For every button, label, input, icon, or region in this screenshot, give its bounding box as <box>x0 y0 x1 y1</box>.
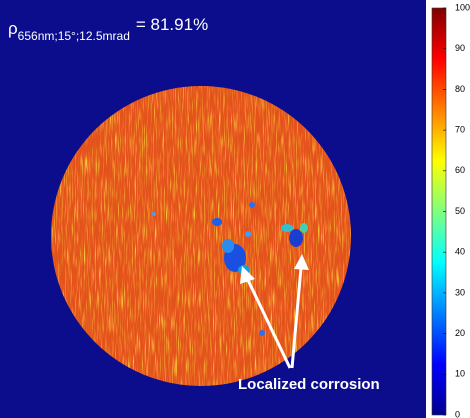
title-symbol: ρ <box>8 19 18 38</box>
corrosion-spots <box>152 202 308 336</box>
arrows <box>240 254 309 369</box>
title-text: = 81.91% <box>136 15 208 34</box>
colorbar-tick-label: 80 <box>455 84 465 94</box>
colorbar-tick-label: 10 <box>455 369 465 379</box>
disk-texture <box>51 86 351 386</box>
colorbar-tick-label: 20 <box>455 328 465 338</box>
colorbar-tick-label: 60 <box>455 165 465 175</box>
colorbar-tick-label: 50 <box>455 206 465 216</box>
colorbar-tick-label: 40 <box>455 247 465 257</box>
chart-title: ρ656nm;15°;12.5mrad = 81.91% <box>8 15 208 43</box>
colorbar-tick-label: 90 <box>455 43 465 53</box>
title-subscript: 656nm;15°;12.5mrad <box>18 29 130 43</box>
colorbar-tick-label: 0 <box>455 409 460 418</box>
colorbar-tick-label: 100 <box>455 2 470 12</box>
annotation: Localized corrosion <box>238 376 380 393</box>
colorbar-tick-label: 30 <box>455 287 465 297</box>
colorbar-tick-label: 70 <box>455 124 465 134</box>
